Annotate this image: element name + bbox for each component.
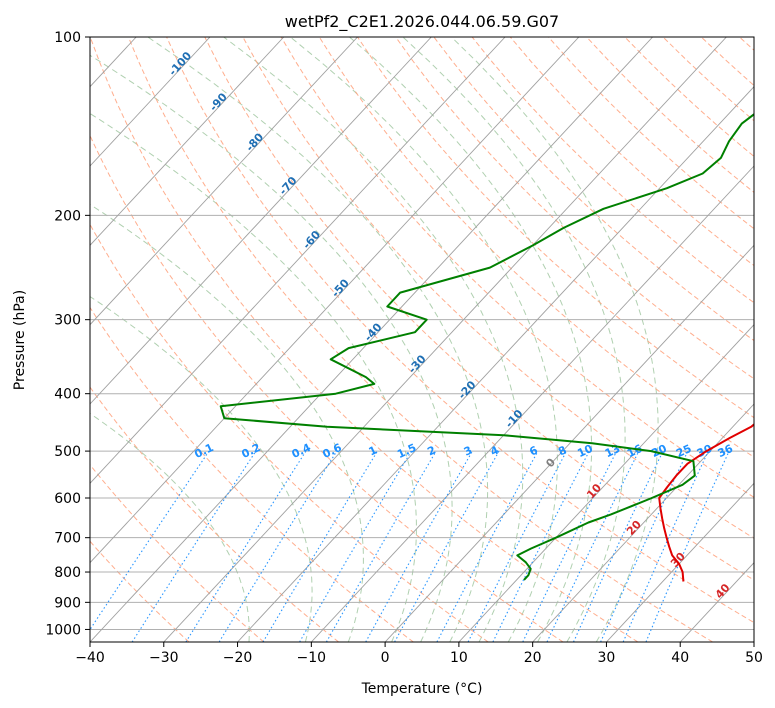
x-tick-label: −20	[223, 650, 253, 666]
dry-adiabat-line	[204, 37, 754, 581]
y-axis-label: Pressure (hPa)	[12, 290, 28, 390]
dry-adiabat-line	[280, 37, 754, 498]
mixing-ratio-line	[622, 450, 709, 642]
x-axis-label: Temperature (°C)	[361, 681, 483, 697]
y-tick-label: 700	[54, 531, 81, 547]
mixing-ratio-label: 25	[674, 442, 693, 460]
x-tick-label: −40	[75, 650, 105, 666]
isotherm-line	[90, 37, 285, 247]
sounding-profiles	[219, 113, 754, 582]
dewpoint-profile-line	[219, 113, 754, 581]
moist-adiabat-line	[90, 112, 417, 642]
isotherm-line	[163, 37, 727, 642]
y-tick-label: 200	[54, 208, 81, 224]
plot-frame	[89, 36, 755, 643]
x-tick-label: 0	[381, 650, 390, 666]
isotherm-line	[90, 37, 211, 167]
x-tick-label: 50	[745, 650, 763, 666]
plot-area	[90, 37, 754, 642]
isotherm-line	[90, 37, 653, 642]
mixing-ratio-line	[394, 450, 500, 642]
x-tick-label: 10	[450, 650, 468, 666]
dry-adiabat-line	[90, 306, 414, 642]
isotherm-line	[90, 37, 358, 326]
mixing-ratio-line	[436, 450, 539, 642]
moist-adiabat-line	[223, 37, 524, 642]
x-tick-label: 20	[524, 650, 542, 666]
x-tick-label: −30	[149, 650, 179, 666]
mixing-ratio-line	[185, 450, 307, 642]
dry-adiabat-line	[90, 134, 564, 642]
mixing-ratio-line	[131, 450, 257, 642]
chart-title: wetPf2_C2E1.2026.044.06.59.G07	[285, 12, 559, 32]
isotherm-line	[90, 37, 506, 484]
x-tick-label: 40	[671, 650, 689, 666]
dry-adiabat-line	[90, 540, 190, 642]
isotherm-line	[311, 165, 754, 642]
dry-adiabat-line	[90, 464, 265, 642]
y-tick-label: 300	[54, 313, 81, 329]
y-tick-label: 800	[54, 565, 81, 581]
dry-adiabat-line	[127, 37, 713, 642]
y-axis: 100 200 300 400 500 600 700 800 900 1000	[45, 30, 90, 638]
dry-adiabat-line	[471, 37, 754, 304]
temperature-profile-line	[658, 423, 754, 582]
y-tick-label: 600	[54, 491, 81, 507]
moist-adiabat-line	[402, 37, 626, 642]
moist-adiabat-line	[90, 412, 250, 642]
isotherm-line	[90, 37, 432, 405]
isotherm-line	[90, 37, 580, 564]
dry-adiabat-line	[357, 37, 754, 419]
isotherm-gridlines	[90, 37, 754, 642]
mixing-ratio-label: 36	[716, 442, 736, 460]
dry-adiabat-line	[90, 223, 489, 642]
y-tick-label: 100	[54, 30, 81, 46]
y-tick-label: 900	[54, 595, 81, 611]
dry-adiabat-line	[90, 37, 639, 642]
y-tick-label: 500	[54, 444, 81, 460]
isotherm-line	[606, 482, 754, 642]
moist-adiabat-line	[349, 37, 593, 642]
x-axis: −40 −30 −20 −10 0 10 20 30 40 50	[75, 642, 763, 666]
y-tick-label: 1000	[45, 622, 81, 638]
mixing-ratio-line	[365, 450, 473, 642]
isotherm-line	[458, 324, 754, 642]
mixing-ratio-line	[492, 450, 590, 642]
mixing-ratio-line	[522, 450, 618, 642]
moist-adiabat-line	[90, 54, 453, 642]
isotherm-line	[532, 403, 754, 642]
isotherm-line	[237, 86, 754, 642]
mixing-ratio-label: 16	[625, 442, 645, 460]
x-tick-label: 30	[598, 650, 616, 666]
isotherm-line	[384, 244, 754, 642]
mixing-ratio-line	[218, 450, 338, 642]
dry-adiabat-line	[166, 37, 754, 624]
y-tick-label: 400	[54, 387, 81, 403]
x-tick-label: −10	[297, 650, 327, 666]
dry-adiabat-line	[395, 37, 754, 380]
mixing-ratio-label: 20	[649, 442, 669, 460]
moist-adiabat-line	[289, 37, 558, 642]
moist-adiabat-line	[90, 295, 313, 642]
mixing-ratio-line	[90, 450, 210, 631]
mixing-ratio-label: 10	[575, 442, 595, 460]
moist-adiabat-line	[147, 37, 489, 642]
